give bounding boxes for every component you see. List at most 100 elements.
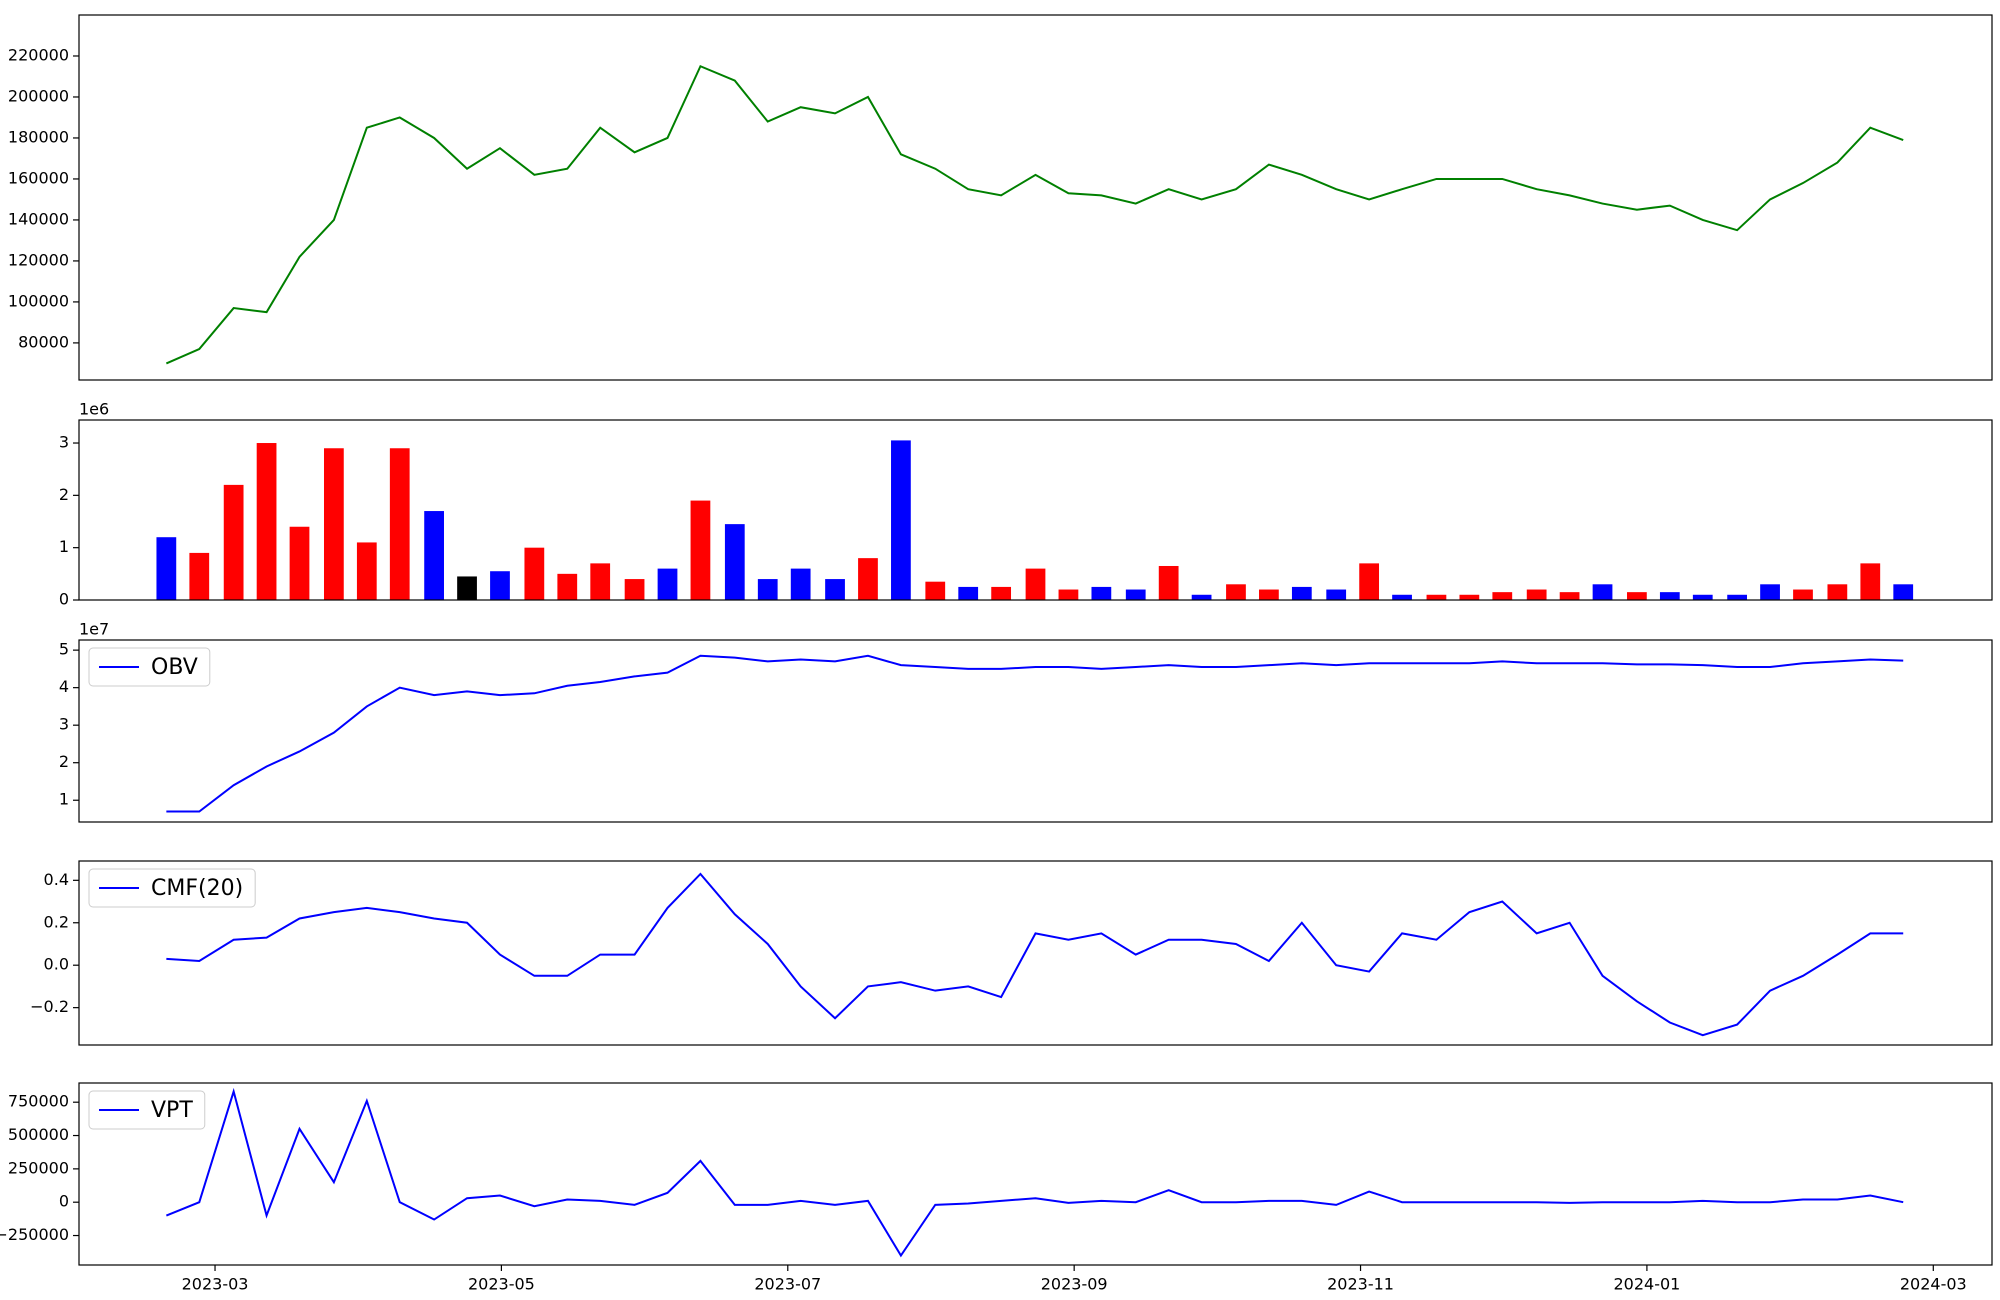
y-tick-label: 0 bbox=[59, 590, 69, 609]
bar bbox=[457, 576, 477, 600]
bar bbox=[624, 579, 645, 600]
y-tick-label: 180000 bbox=[8, 127, 69, 146]
bar bbox=[891, 440, 911, 600]
y-tick-label: 1 bbox=[59, 537, 69, 556]
bar bbox=[1326, 589, 1347, 600]
y-tick-label: 80000 bbox=[18, 332, 69, 351]
y-tick-label: 100000 bbox=[8, 291, 69, 310]
y-tick-label: 3 bbox=[59, 715, 69, 734]
legend-box bbox=[88, 647, 211, 687]
y-tick-label: 0 bbox=[59, 1192, 69, 1211]
bar bbox=[690, 500, 711, 600]
bar bbox=[323, 448, 344, 600]
bar bbox=[223, 484, 244, 600]
bar bbox=[1158, 565, 1179, 600]
y-tick-label: −0.2 bbox=[30, 997, 69, 1016]
bar bbox=[825, 579, 845, 600]
x-tick-label: 2023-03 bbox=[182, 1275, 249, 1294]
y-tick-label: 0.0 bbox=[44, 955, 69, 974]
x-tick-label: 2023-07 bbox=[754, 1275, 821, 1294]
bar bbox=[1392, 594, 1412, 600]
y-tick-label: 500000 bbox=[8, 1125, 69, 1144]
bar bbox=[1191, 594, 1212, 600]
legend-label: OBV bbox=[151, 655, 198, 680]
bar bbox=[1025, 568, 1046, 600]
line bbox=[165, 64, 1904, 365]
bar bbox=[590, 563, 611, 600]
y-tick-label: 4 bbox=[59, 677, 69, 696]
bar bbox=[1526, 589, 1547, 600]
y-tick-label: −250000 bbox=[0, 1225, 69, 1244]
bar bbox=[1559, 592, 1580, 600]
y-tick-label: 2 bbox=[59, 485, 69, 504]
x-tick-label: 2023-09 bbox=[1041, 1275, 1108, 1294]
bar bbox=[256, 443, 277, 600]
axis-offset-label: 1e7 bbox=[79, 620, 109, 639]
bar bbox=[1426, 594, 1447, 600]
bar bbox=[1091, 586, 1112, 600]
bar bbox=[189, 552, 210, 600]
line bbox=[166, 872, 1904, 1037]
bar bbox=[1893, 584, 1914, 600]
y-tick-label: 160000 bbox=[8, 168, 69, 187]
legend-box bbox=[88, 868, 256, 908]
bar bbox=[657, 568, 678, 600]
line bbox=[166, 654, 1904, 813]
bar bbox=[1359, 563, 1380, 600]
legend-label: VPT bbox=[151, 1098, 193, 1123]
bar bbox=[958, 586, 979, 600]
y-tick-label: 1 bbox=[59, 790, 69, 809]
bar bbox=[1058, 589, 1079, 600]
y-tick-label: 750000 bbox=[8, 1092, 69, 1111]
bar bbox=[1592, 584, 1613, 600]
panel-frame bbox=[78, 860, 1993, 1046]
bar bbox=[524, 547, 545, 600]
bar bbox=[490, 571, 510, 600]
bar bbox=[1860, 563, 1881, 600]
panel-frame bbox=[78, 1082, 1993, 1266]
bar bbox=[1659, 592, 1680, 600]
bar bbox=[1727, 594, 1748, 600]
y-tick-label: 250000 bbox=[8, 1158, 69, 1177]
bar bbox=[1259, 589, 1279, 600]
bar bbox=[1492, 592, 1513, 600]
bar bbox=[925, 581, 946, 600]
y-tick-label: 5 bbox=[59, 640, 69, 659]
panel-frame bbox=[78, 14, 1993, 381]
line bbox=[165, 1087, 1904, 1258]
bar bbox=[1291, 586, 1312, 600]
bar bbox=[1760, 584, 1780, 600]
bar bbox=[156, 537, 177, 600]
bar bbox=[389, 448, 410, 600]
y-tick-label: 0.4 bbox=[44, 870, 69, 889]
y-tick-label: 0.2 bbox=[44, 912, 69, 931]
bar bbox=[1793, 589, 1813, 600]
x-tick-label: 2024-01 bbox=[1613, 1275, 1680, 1294]
bar bbox=[1459, 594, 1480, 600]
bar bbox=[1125, 589, 1146, 600]
y-tick-label: 220000 bbox=[8, 45, 69, 64]
panel-frame bbox=[78, 639, 1993, 823]
axis-offset-label: 1e6 bbox=[79, 400, 109, 419]
bar bbox=[757, 579, 778, 600]
y-tick-label: 120000 bbox=[8, 250, 69, 269]
x-tick-label: 2023-05 bbox=[468, 1275, 535, 1294]
bar bbox=[1692, 594, 1713, 600]
bar bbox=[289, 526, 310, 600]
bar bbox=[724, 524, 745, 600]
x-tick-label: 2023-11 bbox=[1327, 1275, 1394, 1294]
legend-box bbox=[88, 1090, 206, 1130]
legend-label: CMF(20) bbox=[151, 876, 243, 901]
bar bbox=[1827, 584, 1848, 600]
bar bbox=[1226, 584, 1246, 600]
bar bbox=[356, 542, 377, 600]
bar bbox=[858, 558, 878, 600]
y-tick-label: 140000 bbox=[8, 209, 69, 228]
y-tick-label: 200000 bbox=[8, 86, 69, 105]
y-tick-label: 2 bbox=[59, 752, 69, 771]
bar bbox=[991, 586, 1012, 600]
bar bbox=[790, 568, 811, 600]
panel-frame bbox=[78, 419, 1993, 601]
bar bbox=[557, 573, 578, 600]
